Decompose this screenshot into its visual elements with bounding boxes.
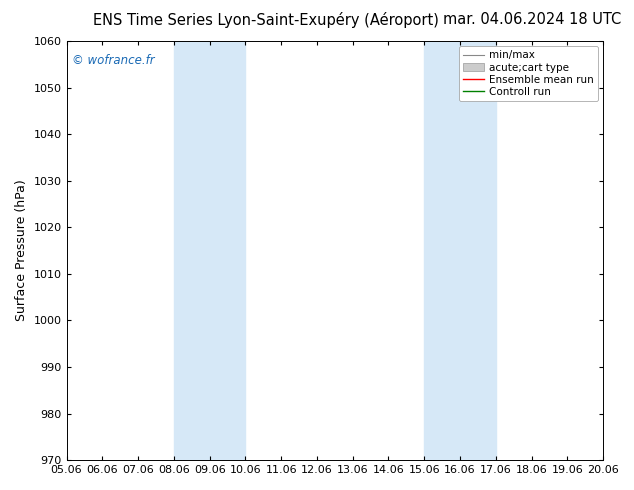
Text: © wofrance.fr: © wofrance.fr xyxy=(72,53,155,67)
Text: mar. 04.06.2024 18 UTC: mar. 04.06.2024 18 UTC xyxy=(443,12,621,27)
Text: ENS Time Series Lyon-Saint-Exupéry (Aéroport): ENS Time Series Lyon-Saint-Exupéry (Aéro… xyxy=(93,12,439,28)
Bar xyxy=(424,41,496,460)
Legend: min/max, acute;cart type, Ensemble mean run, Controll run: min/max, acute;cart type, Ensemble mean … xyxy=(459,46,598,101)
Y-axis label: Surface Pressure (hPa): Surface Pressure (hPa) xyxy=(15,180,28,321)
Bar xyxy=(174,41,245,460)
